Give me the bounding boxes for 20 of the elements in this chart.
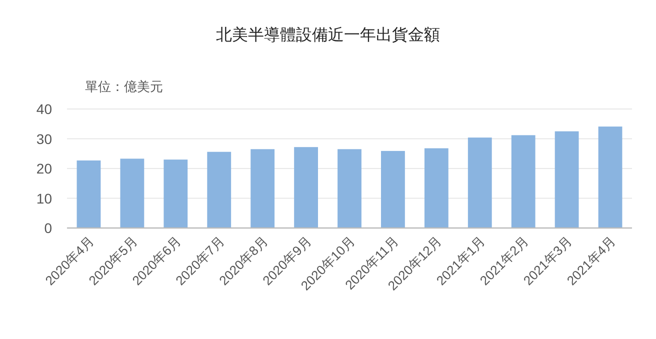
bar bbox=[468, 138, 492, 228]
bar bbox=[207, 152, 232, 228]
bar bbox=[511, 135, 536, 228]
y-tick-label: 40 bbox=[36, 101, 52, 117]
bar bbox=[164, 160, 188, 228]
y-tick-label: 30 bbox=[36, 130, 52, 147]
y-tick-label: 0 bbox=[44, 220, 52, 236]
bar bbox=[338, 149, 362, 228]
y-axis-title: 單位：億美元 bbox=[85, 79, 163, 94]
bar bbox=[120, 158, 144, 228]
chart-title: 北美半導體設備近一年出貨金額 bbox=[216, 26, 440, 44]
bar bbox=[424, 148, 448, 228]
bar bbox=[294, 147, 318, 228]
y-tick-label: 20 bbox=[36, 160, 52, 176]
bar bbox=[381, 150, 405, 228]
bar bbox=[598, 126, 622, 228]
bar bbox=[76, 160, 101, 228]
bar bbox=[250, 149, 275, 228]
bar bbox=[554, 131, 579, 228]
y-tick-label: 10 bbox=[36, 190, 52, 206]
